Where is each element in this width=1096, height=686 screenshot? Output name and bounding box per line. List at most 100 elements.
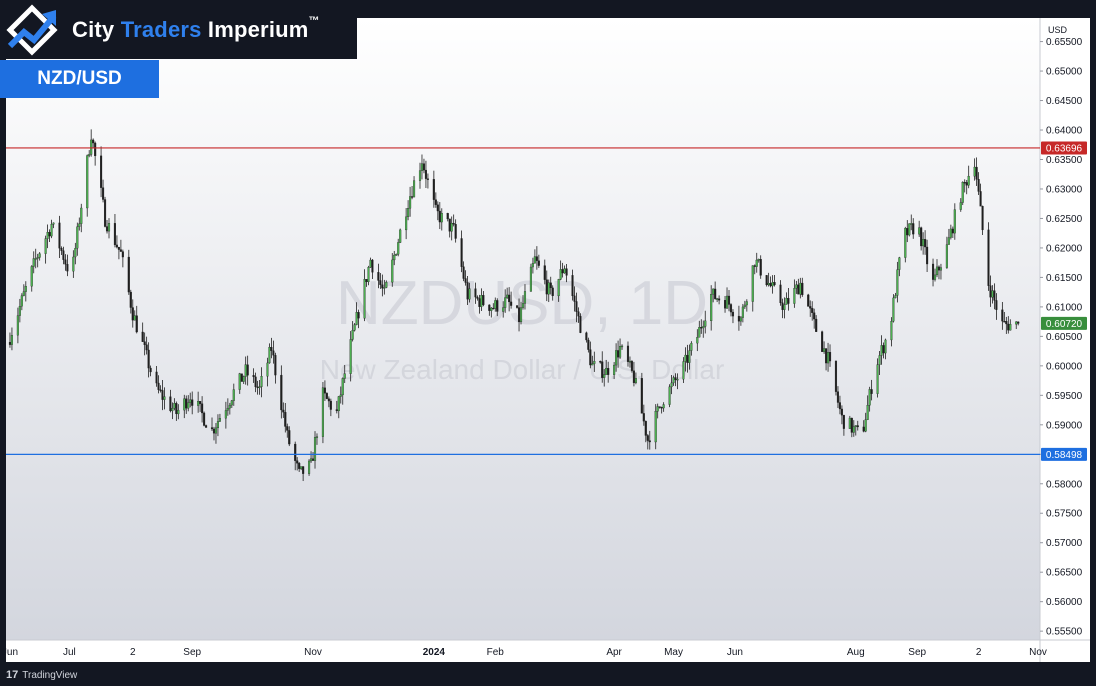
candle-body: [918, 227, 921, 235]
candle-body: [563, 268, 566, 274]
candle-body: [464, 278, 467, 283]
candle-body: [300, 466, 303, 469]
y-tick-label: 0.61500: [1046, 273, 1083, 284]
y-tick-label: 0.56000: [1046, 597, 1083, 608]
time-axis-background: [6, 640, 1090, 662]
candle-body: [64, 259, 67, 265]
y-tick-label: 0.60000: [1046, 361, 1083, 372]
candle-body: [684, 354, 687, 362]
candle-body: [549, 282, 552, 289]
y-tick-label: 0.62000: [1046, 243, 1083, 254]
candle-body: [757, 259, 760, 261]
candle-body: [811, 308, 814, 313]
candle-body: [244, 364, 247, 377]
candle-body: [92, 139, 95, 144]
candle-body: [141, 331, 144, 342]
brand-name-part2: Traders: [120, 16, 202, 42]
candle-body: [850, 417, 853, 433]
candle-body: [725, 295, 729, 309]
candle-body: [989, 285, 992, 298]
candle-body: [369, 259, 372, 268]
candle-body: [589, 349, 592, 366]
candle-body: [533, 256, 536, 264]
candle-body: [529, 266, 532, 292]
candle-body: [50, 224, 53, 237]
candle-body: [795, 284, 798, 289]
price-axis-ticks: 0.65500 0.65000 0.64500 0.64000 0.63500 0.630…: [1040, 37, 1083, 638]
candle-body: [381, 284, 384, 289]
candle-body: [723, 300, 727, 309]
candle-body: [119, 249, 122, 252]
candle-body: [189, 399, 192, 403]
candle-body: [739, 317, 742, 322]
candle-body: [696, 337, 699, 344]
candle-body: [704, 320, 707, 327]
candle-body: [482, 295, 485, 306]
candle-body: [454, 224, 457, 239]
price-labels: 0.63696 0.60720 0.58498: [1041, 141, 1087, 461]
candle-body: [407, 208, 410, 218]
candle-body: [963, 182, 966, 184]
candle-body: [371, 259, 374, 273]
candle-body: [826, 352, 830, 364]
candle-body: [46, 232, 49, 239]
candle-body: [690, 342, 693, 351]
candle-body: [337, 396, 340, 412]
candle-body: [313, 437, 317, 461]
candle-body: [161, 390, 164, 400]
candle-body: [765, 275, 768, 286]
candle-body: [807, 294, 810, 307]
candle-body: [72, 256, 75, 272]
candle-body: [632, 370, 635, 384]
candle-body: [926, 246, 929, 265]
candle-body: [20, 295, 23, 307]
candle-body: [987, 229, 990, 286]
candle-body: [60, 247, 63, 251]
y-tick-label: 0.57500: [1046, 509, 1083, 520]
candle-body: [821, 331, 824, 352]
candle-body: [710, 294, 713, 322]
candle-body: [698, 327, 701, 338]
candle-body: [214, 427, 218, 434]
candle-body: [876, 364, 879, 394]
candle-body: [759, 259, 762, 276]
candle-body: [842, 415, 845, 429]
candle-body: [258, 386, 261, 388]
candle-body: [302, 466, 305, 474]
candle-body: [143, 341, 146, 345]
candle-body: [573, 295, 576, 302]
candle-body: [801, 282, 804, 296]
candle-body: [862, 426, 865, 432]
candle-body: [753, 265, 756, 267]
candle-body: [924, 239, 927, 248]
candle-body: [325, 393, 328, 399]
candle-body: [169, 396, 172, 412]
candle-body: [272, 350, 275, 356]
candle-body: [175, 403, 178, 415]
candle-body: [884, 339, 887, 354]
candle-body: [702, 326, 705, 329]
candle-body: [351, 330, 354, 340]
candle-body: [357, 312, 360, 319]
y-tick-label: 0.59500: [1046, 391, 1083, 402]
candle-body: [630, 361, 633, 371]
candle-body: [535, 256, 538, 261]
candle-body: [894, 295, 897, 299]
resistance-price-label: 0.63696: [1046, 143, 1083, 154]
last-price-label-bg: [1041, 316, 1087, 330]
candle-body: [399, 229, 402, 243]
candle-body: [103, 199, 107, 227]
x-tick-label: 2: [976, 647, 982, 658]
candle-body: [397, 242, 400, 255]
candle-body: [284, 412, 287, 427]
candle-body: [286, 426, 289, 431]
candle-body: [298, 463, 301, 469]
candle-body: [38, 253, 41, 258]
candle-body: [450, 222, 453, 232]
candle-body: [88, 154, 91, 156]
candle-body: [434, 199, 437, 205]
tradingview-logo[interactable]: 17 TradingView: [6, 669, 77, 681]
candle-body: [379, 280, 382, 285]
candle-body: [682, 361, 685, 380]
